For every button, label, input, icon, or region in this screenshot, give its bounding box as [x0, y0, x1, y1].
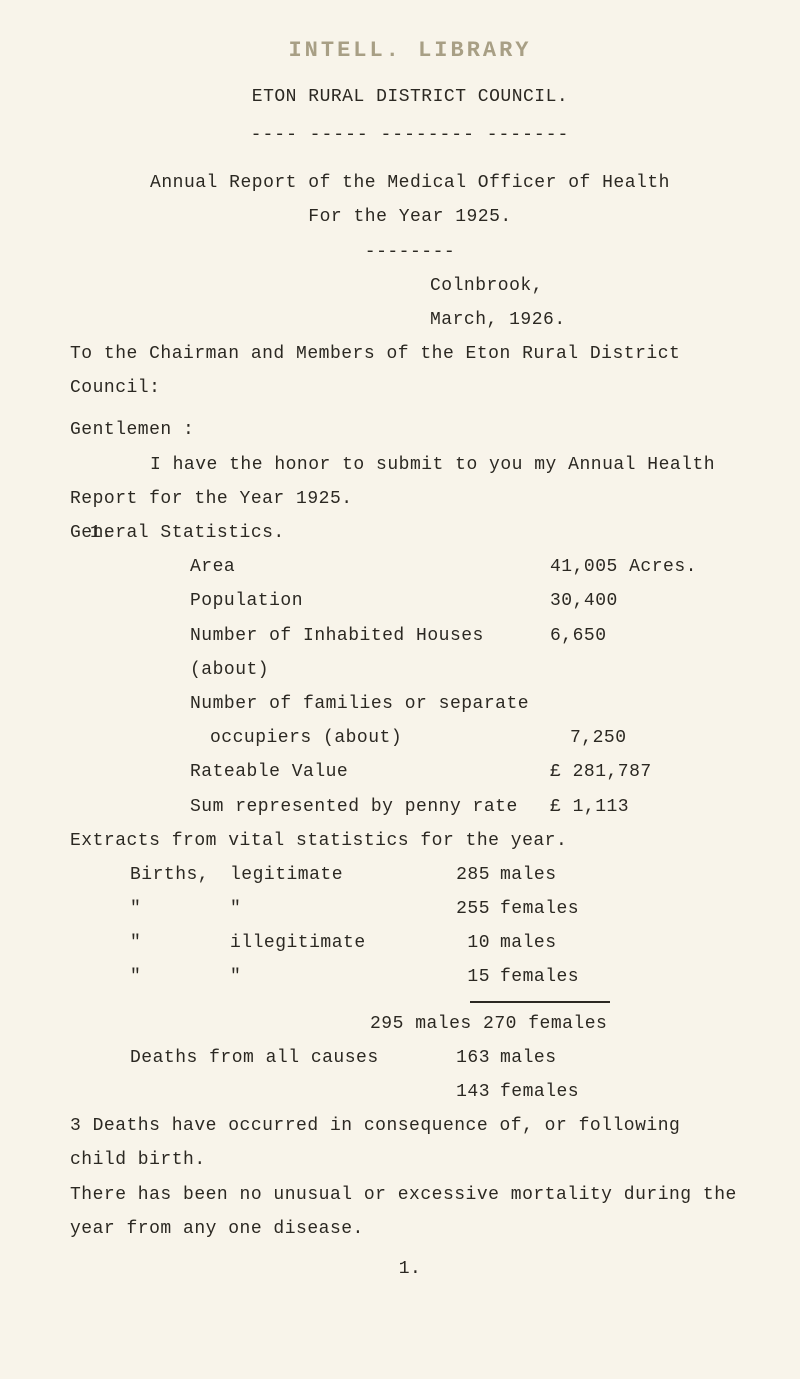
deaths-label: Deaths from all causes: [130, 1041, 430, 1075]
deaths-m-num: 163: [430, 1041, 500, 1075]
stat-rateable-label: Rateable Value: [190, 755, 550, 789]
stat-area-label: Area: [190, 550, 550, 584]
births-c1: ": [130, 926, 230, 960]
totals-line: 295 males 270 females: [70, 1007, 750, 1041]
page-main-title: INTELL. LIBRARY: [70, 30, 750, 72]
births-c3: 15: [430, 960, 500, 994]
stat-penny-label: Sum represented by penny rate: [190, 790, 550, 824]
births-c4: females: [500, 892, 579, 926]
deaths-blank: [130, 1075, 430, 1109]
page-number: 1.: [70, 1252, 750, 1286]
stat-houses-label: Number of Inhabited Houses (about): [190, 619, 550, 687]
births-row: Births, legitimate 285 males: [70, 858, 750, 892]
births-c3: 285: [430, 858, 500, 892]
para-1: 3 Deaths have occurred in consequence of…: [70, 1109, 750, 1143]
salutation: Gentlemen :: [70, 413, 750, 447]
births-c1: ": [130, 960, 230, 994]
deaths-row: Deaths from all causes 163 males: [70, 1041, 750, 1075]
para-4: year from any one disease.: [70, 1212, 750, 1246]
stat-pop-value: 30,400: [550, 584, 618, 618]
para-3: There has been no unusual or excessive m…: [70, 1178, 750, 1212]
births-c2: ": [230, 892, 430, 926]
report-year-dashes: --------: [70, 235, 750, 269]
report-title: Annual Report of the Medical Officer of …: [70, 166, 750, 200]
births-row: " " 15 females: [70, 960, 750, 994]
births-c2: ": [230, 960, 430, 994]
place-line: Colnbrook,: [70, 269, 750, 303]
births-row: " illegitimate 10 males: [70, 926, 750, 960]
para-2: child birth.: [70, 1143, 750, 1177]
births-c2: illegitimate: [230, 926, 430, 960]
deaths-row: 143 females: [70, 1075, 750, 1109]
births-c3: 10: [430, 926, 500, 960]
date-line: March, 1926.: [70, 303, 750, 337]
stat-area-value: 41,005 Acres.: [550, 550, 697, 584]
stat-pop-label: Population: [190, 584, 550, 618]
stat-fam-value: 7,250: [570, 721, 627, 755]
stat-penny-value: £ 1,113: [550, 790, 629, 824]
council-line: ETON RURAL DISTRICT COUNCIL.: [70, 80, 750, 114]
stat-houses-value: 6,650: [550, 619, 607, 687]
council-dashes: ---- ----- -------- -------: [70, 118, 750, 152]
births-c1: ": [130, 892, 230, 926]
births-row: " " 255 females: [70, 892, 750, 926]
stat-rateable-value: £ 281,787: [550, 755, 652, 789]
intro-line-2: Report for the Year 1925.: [70, 482, 750, 516]
stat-fam-line1: Number of families or separate: [70, 687, 750, 721]
deaths-f-num: 143: [430, 1075, 500, 1109]
report-year: For the Year 1925.: [70, 200, 750, 234]
births-c1: Births,: [130, 858, 230, 892]
births-c4: males: [500, 926, 557, 960]
stat-fam-line2: occupiers (about): [190, 721, 570, 755]
section-number-1: 1.: [90, 516, 113, 550]
deaths-f-word: females: [500, 1075, 579, 1109]
extracts-heading: Extracts from vital statistics for the y…: [70, 824, 750, 858]
addressee-line: To the Chairman and Members of the Eton …: [70, 337, 750, 405]
births-c4: females: [500, 960, 579, 994]
deaths-m-word: males: [500, 1041, 557, 1075]
totals-rule: [470, 1001, 610, 1003]
intro-line-1: I have the honor to submit to you my Ann…: [70, 448, 750, 482]
births-c3: 255: [430, 892, 500, 926]
births-c4: males: [500, 858, 557, 892]
births-c2: legitimate: [230, 858, 430, 892]
